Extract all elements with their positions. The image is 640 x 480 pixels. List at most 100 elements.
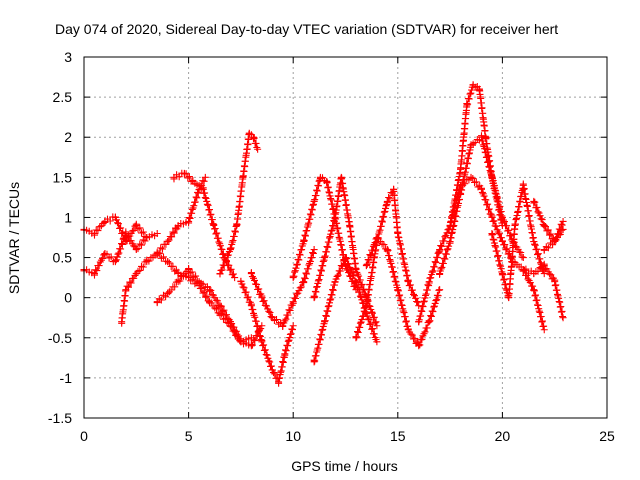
data-point <box>122 229 130 237</box>
data-point <box>153 298 161 306</box>
data-point <box>540 221 548 229</box>
data-point <box>488 173 496 181</box>
data-point <box>519 254 527 262</box>
data-point <box>559 314 567 322</box>
data-point <box>143 234 151 241</box>
data-point <box>258 294 266 302</box>
data-point <box>281 350 289 358</box>
data-point <box>467 141 475 149</box>
data-point <box>469 81 477 89</box>
y-tick-label: 0.5 <box>53 250 73 266</box>
data-point <box>415 318 423 326</box>
data-point <box>475 85 483 93</box>
data-point <box>195 278 203 286</box>
x-tick-label: 15 <box>390 428 406 444</box>
data-point <box>436 270 444 278</box>
data-point <box>237 338 245 346</box>
data-point <box>90 270 98 278</box>
data-point <box>498 213 506 221</box>
data-point <box>488 213 496 221</box>
y-tick-label: 1 <box>64 209 72 225</box>
x-tick-label: 20 <box>495 428 511 444</box>
data-point <box>239 173 247 181</box>
data-point <box>289 274 297 282</box>
data-point <box>316 173 324 181</box>
data-point <box>189 177 197 185</box>
data-point <box>310 197 318 205</box>
data-point <box>268 314 276 322</box>
data-point <box>310 358 318 366</box>
data-point <box>530 238 538 246</box>
y-tick-label: 2.5 <box>53 89 73 105</box>
data-point <box>383 197 391 205</box>
data-point <box>247 270 255 278</box>
data-point <box>132 270 140 278</box>
x-tick-label: 25 <box>599 428 615 444</box>
data-point <box>164 258 172 266</box>
data-point <box>164 238 172 246</box>
data-point <box>210 221 218 229</box>
series-markers <box>237 277 296 387</box>
data-point <box>467 173 475 181</box>
data-point <box>233 221 241 229</box>
tick-labels: 0 5 10 15 20 25 -1.5 -1 -0.5 0 0.5 1 1.5 2 2.5 3 <box>48 49 615 444</box>
data-point <box>457 181 465 189</box>
data-point <box>90 229 98 237</box>
data-point <box>258 338 266 346</box>
data-point <box>530 197 538 205</box>
data-point <box>300 278 308 286</box>
data-point <box>201 173 209 181</box>
data-point <box>122 286 130 294</box>
data-point <box>415 342 423 350</box>
data-point <box>111 258 119 266</box>
data-series <box>247 246 318 330</box>
series-markers <box>352 185 422 341</box>
data-point <box>511 221 519 229</box>
data-point <box>519 181 527 189</box>
chart-title: Day 074 of 2020, Sidereal Day-to-day VTE… <box>55 21 558 37</box>
x-tick-label: 5 <box>185 428 193 444</box>
data-point <box>216 302 224 310</box>
data-point <box>540 326 548 334</box>
data-point <box>342 254 349 262</box>
data-point <box>436 286 444 294</box>
data-series <box>310 173 381 330</box>
data-point <box>498 270 506 278</box>
data-points <box>80 81 567 387</box>
data-point <box>540 262 548 270</box>
data-point <box>425 318 433 326</box>
data-point <box>300 238 308 246</box>
data-point <box>530 270 538 278</box>
series-markers <box>118 177 208 327</box>
data-point <box>337 173 345 181</box>
data-point <box>331 278 339 286</box>
series-markers <box>153 250 253 345</box>
data-point <box>226 318 234 326</box>
data-point <box>457 165 465 173</box>
data-point <box>551 238 559 246</box>
data-point <box>530 286 538 294</box>
data-series <box>289 173 360 294</box>
data-point <box>216 270 224 278</box>
data-point <box>373 322 381 330</box>
y-tick-label: 0 <box>64 290 72 306</box>
data-point <box>498 238 506 246</box>
data-point <box>436 246 444 254</box>
y-tick-label: 3 <box>64 49 72 65</box>
data-point <box>206 298 214 306</box>
data-point <box>153 250 161 258</box>
data-series <box>540 217 567 254</box>
data-point <box>362 302 370 310</box>
data-point <box>540 246 548 254</box>
x-axis-label: GPS time / hours <box>291 458 398 474</box>
data-point <box>132 221 140 229</box>
data-point <box>143 258 151 266</box>
data-point <box>268 366 276 374</box>
data-point <box>446 221 454 229</box>
y-tick-label: -1 <box>60 370 73 386</box>
data-point <box>226 246 234 254</box>
data-point <box>237 278 245 286</box>
data-point <box>488 229 496 237</box>
grid <box>84 57 607 418</box>
data-series <box>519 260 567 322</box>
